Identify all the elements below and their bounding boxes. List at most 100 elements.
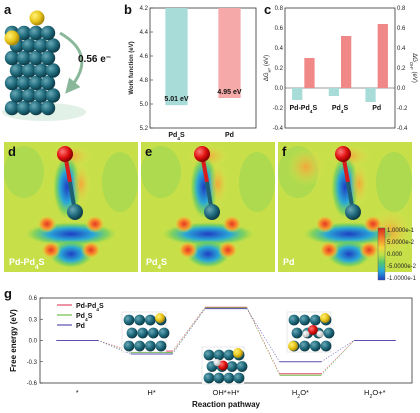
connector — [246, 307, 280, 376]
hydrogen-atom — [316, 330, 324, 338]
density-lobe — [218, 241, 238, 259]
pd-atom — [21, 63, 37, 78]
pd-atom — [28, 100, 44, 116]
bar-left — [365, 88, 376, 102]
panel-a: a 0.56 e⁻ — [2, 2, 111, 121]
pd-atom — [126, 327, 138, 339]
colorbar-tick-label: -1.0000e-1 — [387, 276, 417, 282]
pd-atom — [33, 38, 49, 53]
panel-b-letter: b — [124, 2, 132, 17]
density-lobe — [85, 215, 105, 233]
connector — [246, 308, 280, 362]
panel-letter: d — [8, 144, 16, 159]
density-lobe — [359, 241, 379, 259]
connector — [97, 340, 131, 355]
pd-atom — [21, 38, 37, 53]
pd-atom — [155, 340, 167, 352]
hydrogen-atom — [302, 330, 310, 338]
y-tick-label: 4.2 — [140, 6, 149, 12]
density-lobe — [178, 241, 198, 259]
pd-atom — [28, 25, 44, 41]
x-tick-label: Pd4S — [168, 132, 185, 142]
pd-atom — [45, 63, 61, 78]
pd-atom — [28, 50, 44, 66]
bar — [165, 8, 188, 106]
oxygen-atom — [335, 146, 351, 162]
pd-atom — [203, 349, 215, 361]
pd-atom — [40, 50, 56, 66]
pd-atom — [40, 25, 56, 41]
pd-atom — [123, 340, 135, 352]
field-patch — [286, 147, 326, 187]
connector — [321, 340, 355, 363]
y-tick-label: -0.6 — [27, 381, 38, 387]
pd-atom — [123, 314, 135, 326]
work-function-chart: 4.2 4.4 4.6 4.8 5.0 5.2 Work function (eV) 5.01… — [129, 6, 257, 142]
s-atom — [233, 348, 243, 358]
y-left-tick-label: -0.2 — [273, 106, 284, 112]
panel-b: b 4.2 4.4 4.6 4.8 5.0 5.2 Work function (eV) 5.… — [124, 2, 257, 142]
pd-atom — [28, 75, 44, 91]
pd-atom — [134, 340, 146, 352]
density-lobe — [315, 215, 335, 233]
pd-atom — [299, 314, 311, 326]
panel-c: c -0.4 -0.4 -0.2 -0.2 0.0 0.0 0.2 0.2 0.4 0.4 0.6 0… — [264, 2, 417, 132]
legend-label: Pd4S — [76, 313, 93, 323]
density-lobe — [174, 215, 194, 233]
x-tick-label: H2O* — [292, 388, 309, 400]
y-left-tick-label: 0.8 — [275, 6, 284, 12]
y-right-tick-label: -0.2 — [397, 106, 408, 112]
pd-atom — [158, 327, 170, 339]
panel-d-charge-density: d Pd-Pd4S — [4, 142, 138, 272]
bar-left — [292, 88, 303, 100]
legend-label: Pd — [76, 323, 85, 330]
y-tick-label: 0.6 — [29, 296, 38, 302]
pd-atom — [45, 88, 61, 103]
s-atom — [320, 313, 330, 323]
pd-atom — [213, 349, 225, 361]
bond-density — [349, 162, 369, 206]
charge-transfer-label: 0.56 e⁻ — [78, 54, 111, 65]
x-tick-label: Pd-Pd4S — [290, 105, 318, 115]
palladium-atom — [67, 204, 83, 220]
slab-structure-image — [2, 10, 86, 121]
pd-atom — [16, 100, 32, 116]
pd-atom — [320, 340, 332, 352]
colorbar-tick-label: 1.0000e-1 — [387, 228, 415, 234]
field-patch — [239, 152, 275, 212]
connector — [172, 307, 206, 353]
y-axis-title: Work function (eV) — [129, 41, 135, 94]
connector — [321, 340, 355, 376]
pd-atom — [4, 100, 20, 116]
pd-atom — [144, 340, 156, 352]
y-right-axis-title: ΔGOH* (eV) — [410, 53, 418, 83]
panel-e-charge-density: e Pd4S — [141, 142, 275, 272]
palladium-atom — [345, 204, 361, 220]
pd-atom — [233, 372, 245, 384]
y-left-tick-label: -0.4 — [273, 126, 284, 132]
pd-atom — [213, 372, 225, 384]
panel-letter: f — [282, 144, 287, 159]
field-patch — [4, 146, 44, 198]
pd-atom — [299, 340, 311, 352]
x-tick-label: Pd4S — [332, 105, 349, 115]
panel-structure-label: Pd4S — [146, 257, 167, 271]
s-atom — [155, 313, 165, 323]
x-tick-label: OH*+H* — [213, 388, 240, 397]
pd-atom — [134, 314, 146, 326]
x-tick-label: * — [76, 388, 79, 397]
x-tick-label: Pd — [372, 105, 381, 112]
charge-transfer-arrow — [59, 31, 84, 94]
pd-atom — [21, 88, 37, 103]
y-right-tick-label: 0.0 — [397, 86, 406, 92]
field-patch — [141, 146, 181, 198]
y-left-axis-title: ΔGH* (eV) — [264, 55, 272, 81]
connector — [172, 307, 206, 352]
panel-c-letter: c — [264, 2, 271, 17]
palladium-atom — [204, 204, 220, 220]
pd-atom — [33, 88, 49, 103]
field-patch — [376, 152, 412, 212]
pd-atom — [16, 50, 32, 66]
hydrogen-atom — [213, 359, 221, 366]
